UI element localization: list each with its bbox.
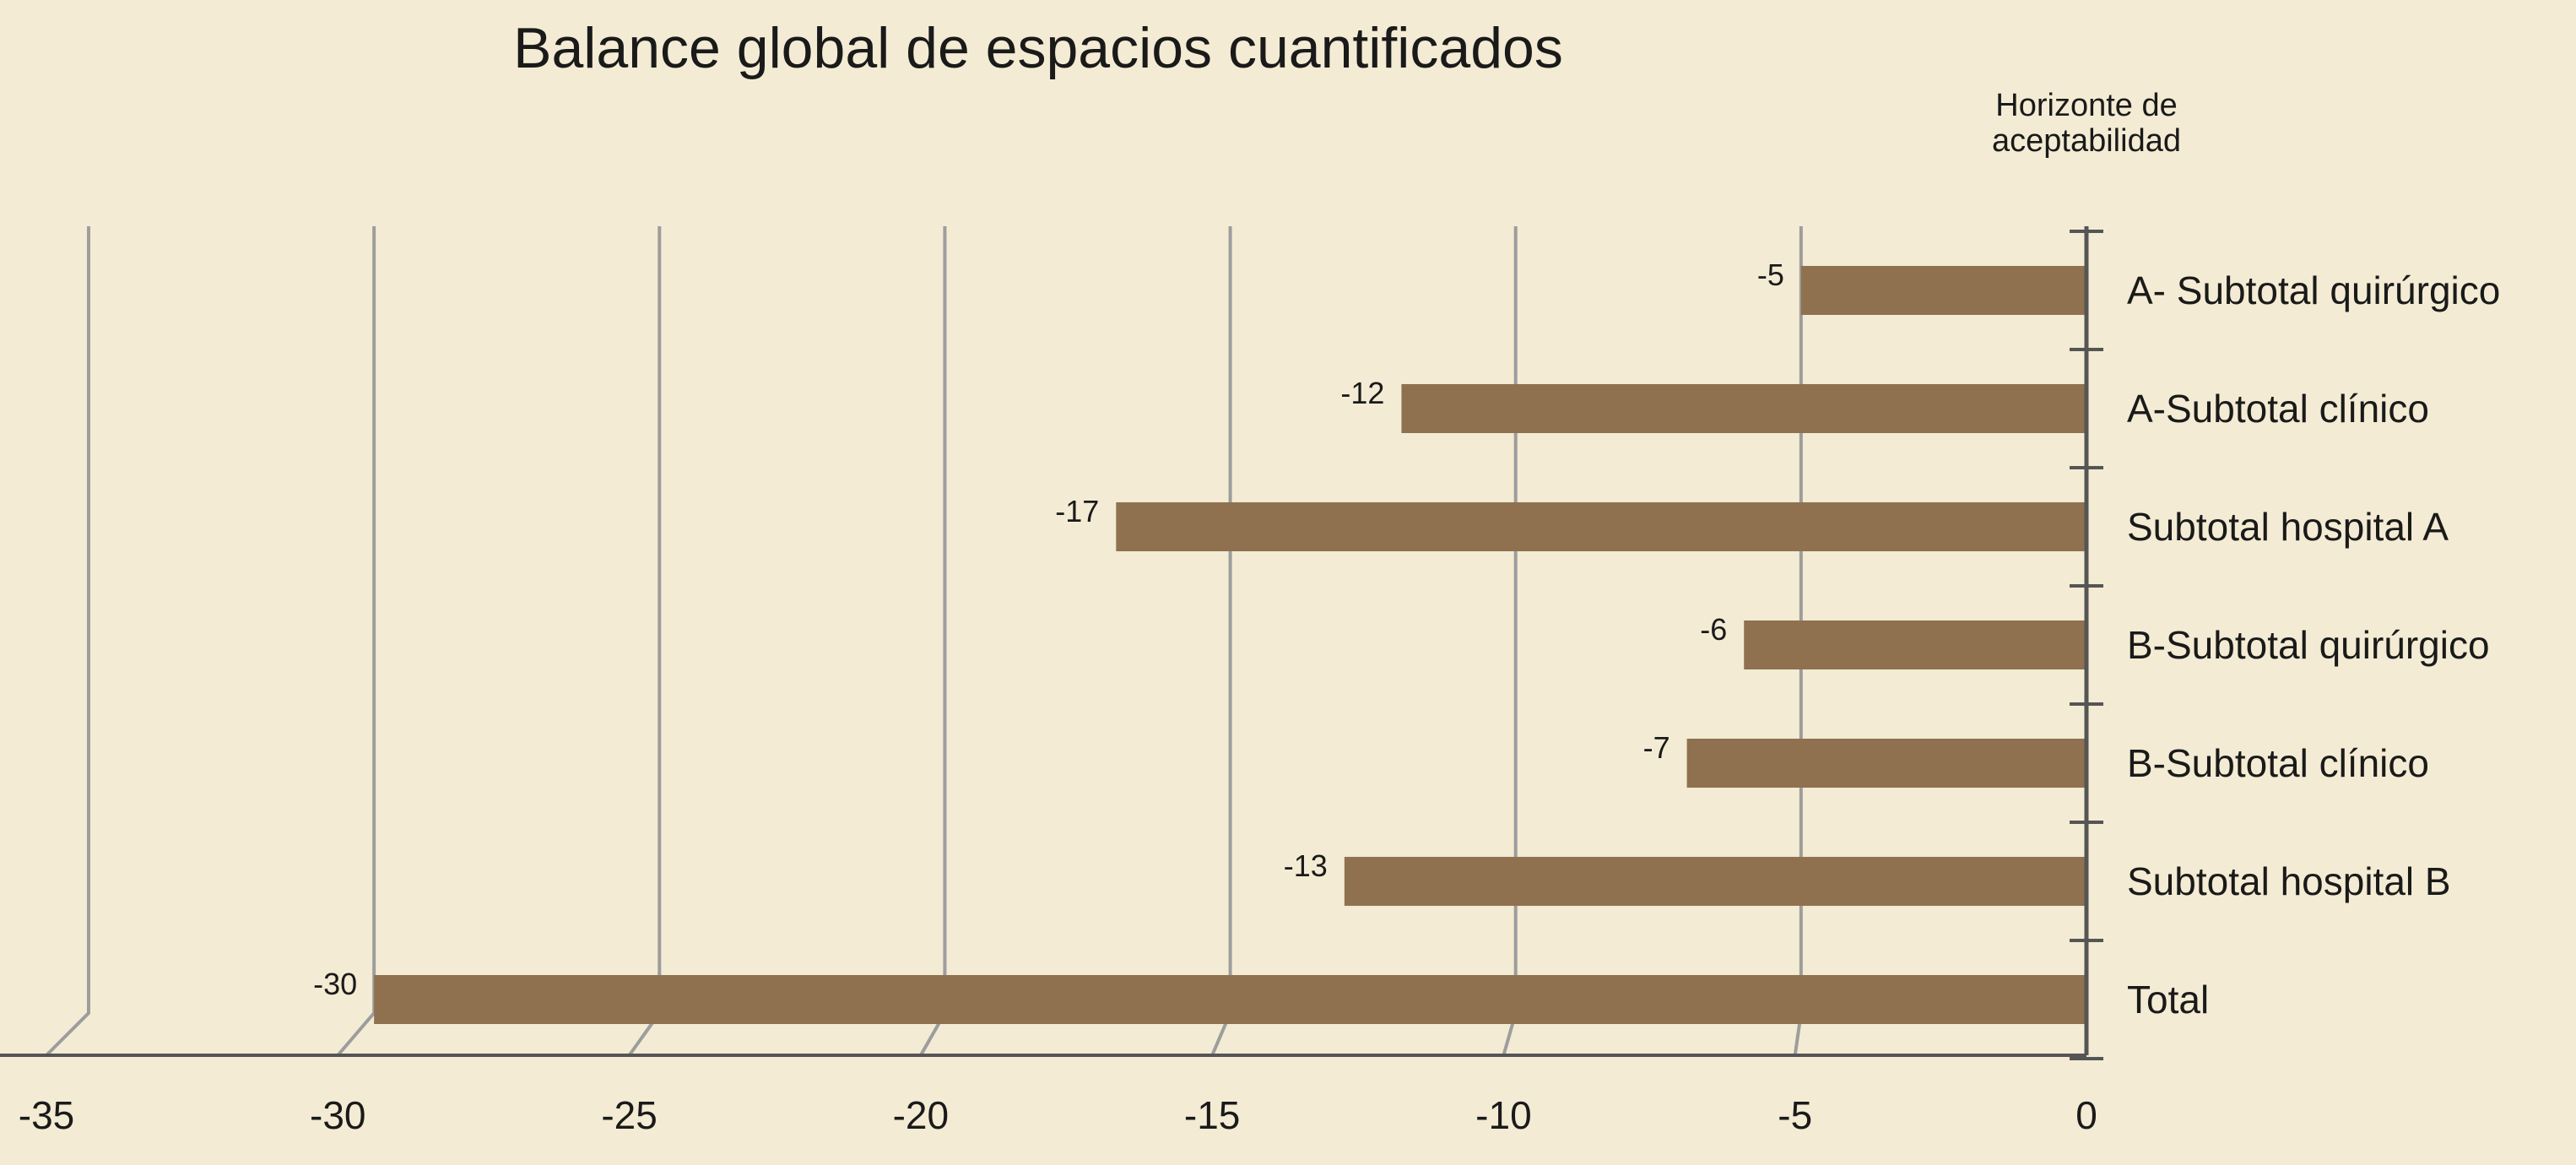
bar xyxy=(1344,857,2086,906)
x-tick-label: -25 xyxy=(601,1093,657,1137)
category-label: A- Subtotal quirúrgico xyxy=(2127,268,2500,312)
data-label: -6 xyxy=(1700,612,1727,647)
data-label: -7 xyxy=(1643,730,1670,765)
category-label: Subtotal hospital B xyxy=(2127,859,2451,903)
bar xyxy=(1401,384,2086,433)
bar xyxy=(1800,266,2086,315)
reference-label-line: Horizonte de xyxy=(1995,88,2177,123)
gridline xyxy=(1502,226,1518,1056)
gridline xyxy=(336,226,376,1057)
bars: -5 A- Subtotal quirúrgico -12 A-Subtotal cl… xyxy=(313,257,2500,1024)
reference-label-line: aceptabilidad xyxy=(1992,123,2181,159)
axes: -35 -30 -25 -20 -15 -10 -5 0 xyxy=(0,226,2103,1137)
x-tick-label: -35 xyxy=(19,1093,74,1137)
category-label: B-Subtotal clínico xyxy=(2127,741,2429,785)
bar xyxy=(374,975,2087,1024)
grid xyxy=(45,226,1803,1057)
x-tick-label: -30 xyxy=(310,1093,365,1137)
x-tick-label: -15 xyxy=(1184,1093,1240,1137)
category-label: Total xyxy=(2127,978,2209,1021)
chart-title: Balance global de espacios cuantificados xyxy=(513,16,1563,80)
data-label: -12 xyxy=(1340,376,1384,410)
x-tick-label: 0 xyxy=(2075,1093,2097,1137)
bar xyxy=(1686,739,2086,788)
data-label: -17 xyxy=(1055,494,1099,528)
data-label: -5 xyxy=(1757,257,1784,292)
data-label: -30 xyxy=(313,967,357,1001)
gridline xyxy=(919,226,947,1056)
category-label: Subtotal hospital A xyxy=(2127,505,2449,549)
x-tick-label: -5 xyxy=(1778,1093,1812,1137)
gridline xyxy=(627,226,662,1057)
gridline xyxy=(1210,226,1232,1056)
x-tick-label: -10 xyxy=(1475,1093,1531,1137)
category-label: A-Subtotal clínico xyxy=(2127,387,2429,431)
category-label: B-Subtotal quirúrgico xyxy=(2127,623,2490,667)
x-tick-label: -20 xyxy=(893,1093,949,1137)
bar xyxy=(1744,620,2086,669)
bar xyxy=(1116,502,2086,551)
data-label: -13 xyxy=(1284,848,1328,883)
gridline xyxy=(45,226,90,1057)
